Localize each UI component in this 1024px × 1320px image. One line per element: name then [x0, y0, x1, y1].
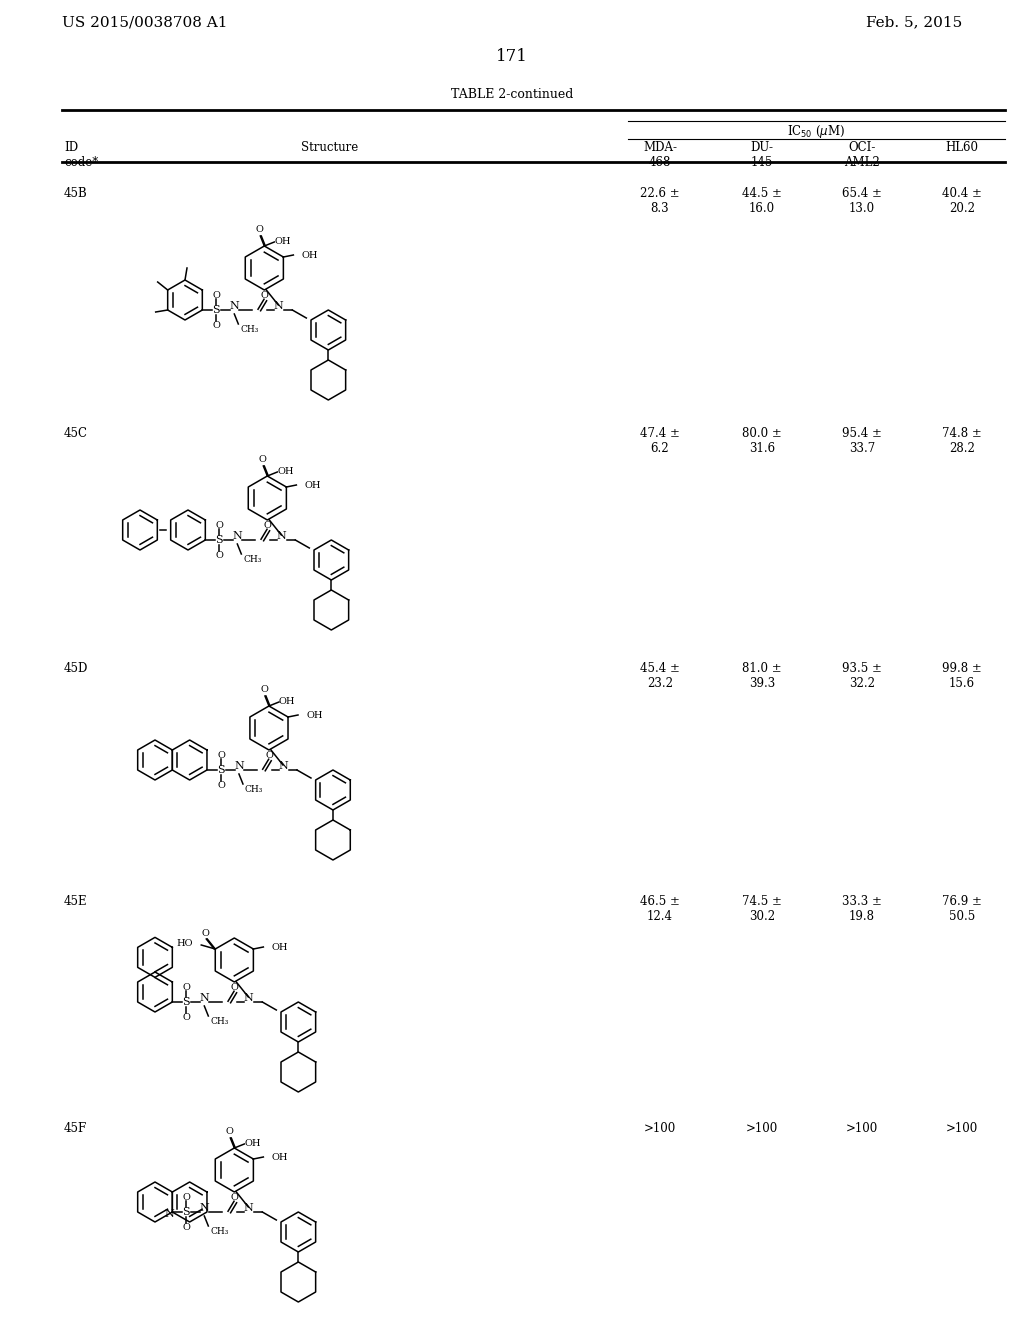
Text: S: S [182, 997, 190, 1007]
Text: O: O [260, 685, 268, 694]
Text: O: O [215, 520, 223, 529]
Text: CH₃: CH₃ [244, 556, 262, 565]
Text: O: O [217, 780, 225, 789]
Text: S: S [217, 766, 225, 775]
Text: CH₃: CH₃ [210, 1228, 228, 1237]
Text: N: N [200, 993, 209, 1003]
Text: 76.9 ±
50.5: 76.9 ± 50.5 [942, 895, 982, 923]
Text: 40.4 ±
20.2: 40.4 ± 20.2 [942, 187, 982, 215]
Text: 47.4 ±
6.2: 47.4 ± 6.2 [640, 426, 680, 455]
Text: HO: HO [177, 940, 194, 949]
Text: O: O [182, 1222, 190, 1232]
Text: OH: OH [279, 697, 295, 705]
Text: O: O [230, 982, 239, 991]
Text: OH: OH [278, 466, 294, 475]
Text: S: S [182, 1206, 190, 1217]
Text: 99.8 ±
15.6: 99.8 ± 15.6 [942, 663, 982, 690]
Text: OH: OH [274, 236, 291, 246]
Text: 45E: 45E [63, 895, 88, 908]
Text: 74.8 ±
28.2: 74.8 ± 28.2 [942, 426, 982, 455]
Text: OH: OH [271, 1152, 288, 1162]
Text: ID
code*: ID code* [63, 141, 98, 169]
Text: O: O [215, 550, 223, 560]
Text: O: O [217, 751, 225, 759]
Text: O: O [255, 226, 263, 235]
Text: Structure: Structure [301, 141, 358, 154]
Text: O: O [263, 520, 271, 529]
Text: 74.5 ±
30.2: 74.5 ± 30.2 [742, 895, 782, 923]
Text: O: O [212, 290, 220, 300]
Text: OH: OH [301, 251, 317, 260]
Text: N: N [232, 531, 243, 541]
Text: 45D: 45D [63, 663, 88, 675]
Text: TABLE 2-continued: TABLE 2-continued [451, 88, 573, 102]
Text: OH: OH [244, 1138, 260, 1147]
Text: OH: OH [306, 710, 323, 719]
Text: US 2015/0038708 A1: US 2015/0038708 A1 [62, 15, 227, 29]
Text: 33.3 ±
19.8: 33.3 ± 19.8 [842, 895, 882, 923]
Text: 45B: 45B [63, 187, 88, 201]
Text: 95.4 ±
33.7: 95.4 ± 33.7 [842, 426, 882, 455]
Text: N: N [200, 1203, 209, 1213]
Text: O: O [230, 1192, 239, 1201]
Text: N: N [276, 531, 286, 541]
Text: CH₃: CH₃ [245, 785, 263, 795]
Text: OH: OH [271, 942, 288, 952]
Text: N: N [244, 1203, 253, 1213]
Text: S: S [215, 535, 223, 545]
Text: >100: >100 [644, 1122, 676, 1135]
Text: 45.4 ±
23.2: 45.4 ± 23.2 [640, 663, 680, 690]
Text: N: N [229, 301, 240, 312]
Text: O: O [182, 982, 190, 991]
Text: 22.6 ±
8.3: 22.6 ± 8.3 [640, 187, 680, 215]
Text: 44.5 ±
16.0: 44.5 ± 16.0 [742, 187, 782, 215]
Text: OCI-
AML2: OCI- AML2 [844, 141, 880, 169]
Text: 81.0 ±
39.3: 81.0 ± 39.3 [742, 663, 781, 690]
Text: HL60: HL60 [945, 141, 979, 154]
Text: 80.0 ±
31.6: 80.0 ± 31.6 [742, 426, 782, 455]
Text: MDA-
468: MDA- 468 [643, 141, 677, 169]
Text: O: O [260, 290, 268, 300]
Text: IC$_{50}$ ($\mu$M): IC$_{50}$ ($\mu$M) [787, 123, 846, 140]
Text: O: O [202, 928, 209, 937]
Text: 45C: 45C [63, 426, 88, 440]
Text: O: O [212, 321, 220, 330]
Text: OH: OH [304, 480, 321, 490]
Text: O: O [182, 1192, 190, 1201]
Text: O: O [265, 751, 273, 759]
Text: N: N [273, 301, 284, 312]
Text: O: O [225, 1127, 233, 1137]
Text: N: N [244, 993, 253, 1003]
Text: 45F: 45F [63, 1122, 87, 1135]
Text: N: N [234, 762, 244, 771]
Text: 65.4 ±
13.0: 65.4 ± 13.0 [842, 187, 882, 215]
Text: 171: 171 [496, 48, 528, 65]
Text: DU-
145: DU- 145 [751, 141, 773, 169]
Text: CH₃: CH₃ [210, 1018, 228, 1027]
Text: CH₃: CH₃ [241, 326, 259, 334]
Text: >100: >100 [946, 1122, 978, 1135]
Text: N: N [279, 762, 288, 771]
Text: >100: >100 [846, 1122, 879, 1135]
Text: O: O [258, 455, 266, 465]
Text: O: O [182, 1012, 190, 1022]
Text: 93.5 ±
32.2: 93.5 ± 32.2 [842, 663, 882, 690]
Text: Feb. 5, 2015: Feb. 5, 2015 [865, 15, 962, 29]
Text: 46.5 ±
12.4: 46.5 ± 12.4 [640, 895, 680, 923]
Text: >100: >100 [745, 1122, 778, 1135]
Text: N: N [165, 1209, 174, 1218]
Text: S: S [213, 305, 220, 315]
